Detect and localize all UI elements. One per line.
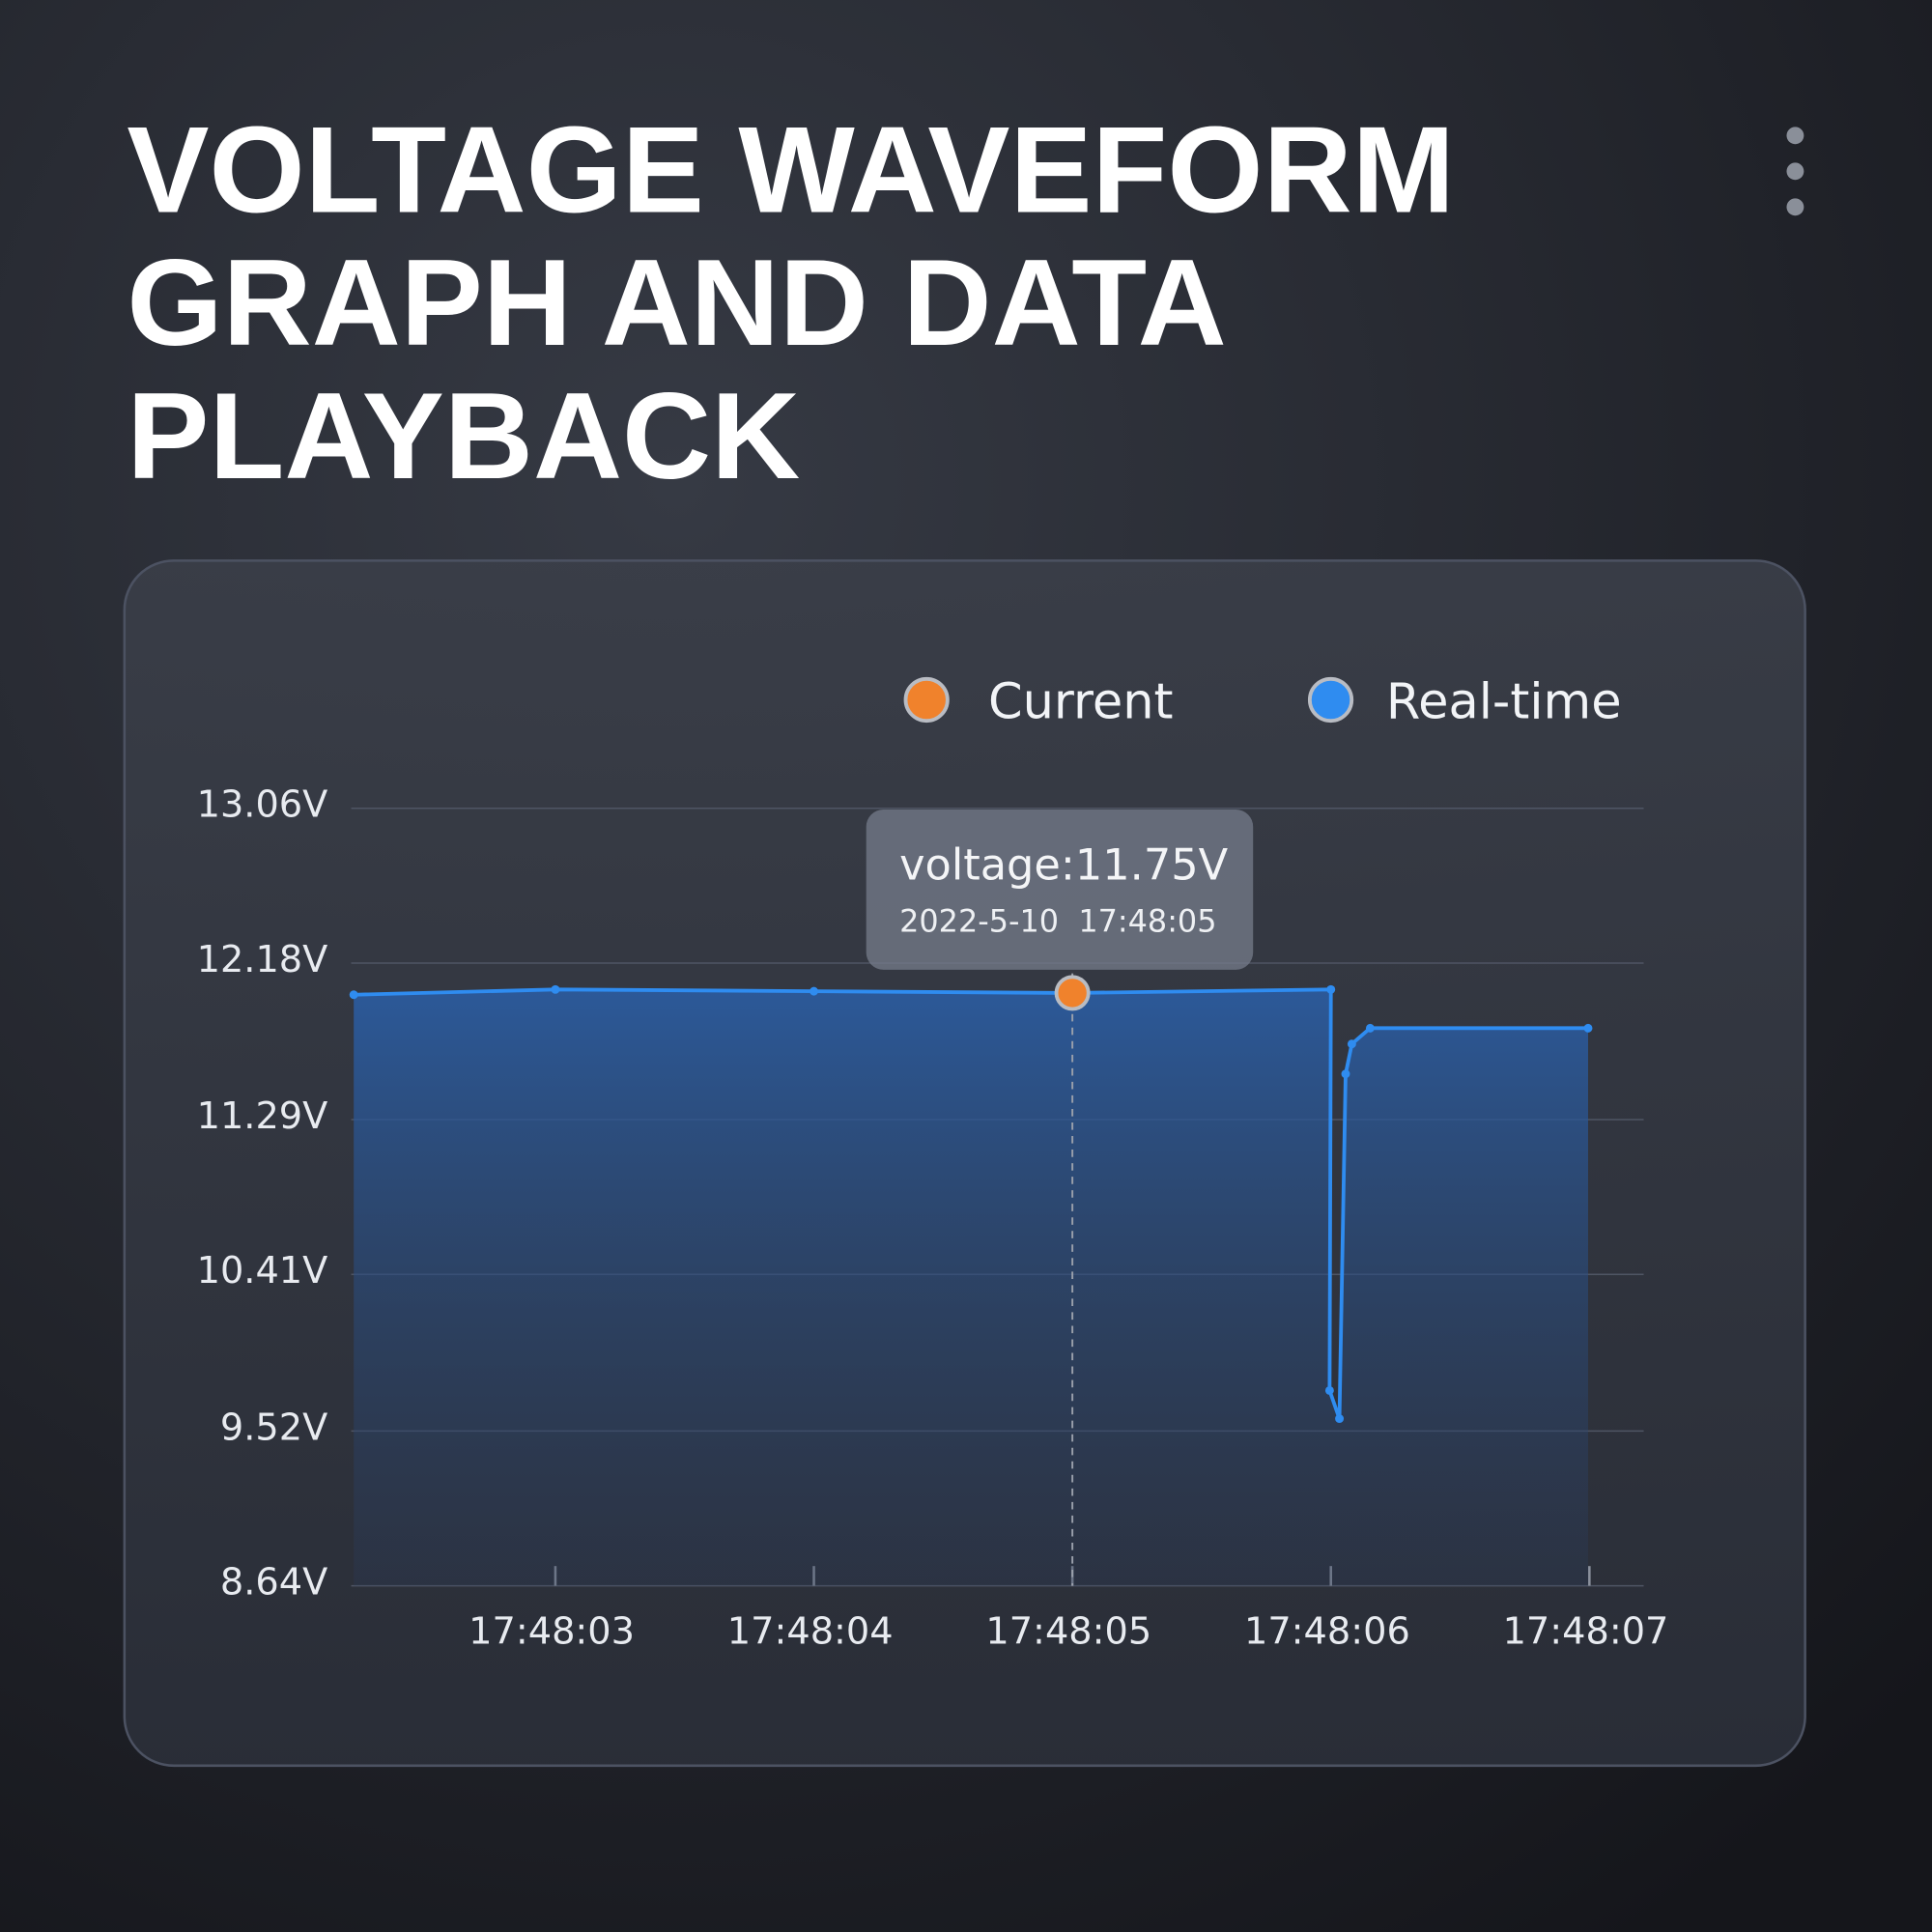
point	[1324, 1385, 1334, 1395]
y-tick-label: 11.29V	[197, 1094, 328, 1138]
chart-title: VOLTAGE WAVEFORM	[127, 101, 1455, 239]
legend-label: Real-time	[1386, 674, 1622, 731]
x-tick-label: 17:48:04	[727, 1610, 894, 1654]
tooltip-label: voltage:11.75V	[899, 840, 1229, 891]
point	[1365, 1023, 1375, 1033]
legend-marker	[903, 676, 950, 724]
x-tick-label: 17:48:07	[1503, 1610, 1669, 1654]
x-tick-label: 17:48:03	[469, 1610, 635, 1654]
point	[1326, 984, 1336, 994]
tooltip-date: 2022-5-10 17:48:05	[899, 902, 1216, 939]
y-tick-label: 10.41V	[197, 1249, 328, 1293]
legend-label: Current	[988, 674, 1174, 731]
menu-dots	[1786, 127, 1804, 216]
chart-title: GRAPH AND DATA	[127, 235, 1226, 372]
point	[810, 986, 818, 996]
y-tick-label: 13.06V	[197, 783, 328, 827]
point	[1583, 1023, 1593, 1033]
point	[349, 990, 358, 1000]
legend-marker	[1307, 676, 1354, 724]
x-tick-label: 17:48:05	[985, 1610, 1151, 1654]
y-tick-label: 8.64V	[220, 1561, 327, 1605]
point	[1341, 1069, 1350, 1079]
chart-title: PLAYBACK	[127, 368, 800, 505]
y-tick-label: 9.52V	[220, 1406, 327, 1449]
current-point	[1054, 975, 1091, 1011]
point	[551, 984, 560, 994]
x-tick-label: 17:48:06	[1244, 1610, 1410, 1654]
point	[1347, 1039, 1356, 1049]
area	[354, 989, 1588, 1586]
tooltip	[866, 810, 1254, 970]
y-tick-label: 12.18V	[197, 938, 328, 981]
point	[1335, 1414, 1345, 1424]
